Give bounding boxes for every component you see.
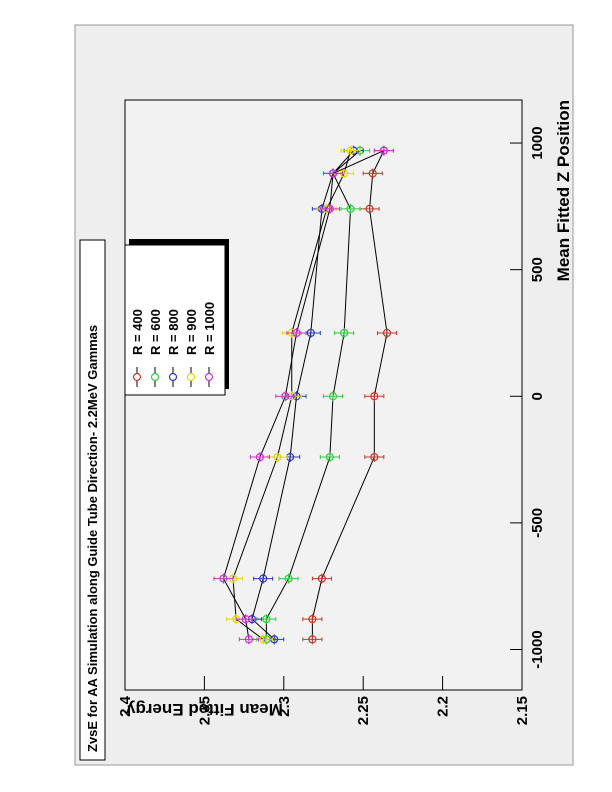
error-bar (364, 391, 385, 402)
data-point (325, 452, 334, 462)
error-bar (253, 573, 274, 584)
data-point (255, 452, 265, 462)
data-point (317, 574, 327, 583)
error-bar (256, 614, 277, 625)
error-bar (300, 327, 321, 338)
error-bar (278, 573, 299, 584)
x-tick-label: -1000 (529, 630, 546, 668)
error-bar (359, 203, 380, 214)
data-point (340, 328, 349, 338)
data-point (370, 452, 379, 462)
legend-label: R = 600 (148, 309, 163, 355)
legend-marker (186, 372, 196, 382)
error-bar (323, 168, 344, 179)
legend-label: R = 400 (130, 309, 145, 355)
data-point (346, 146, 355, 155)
error-bar (280, 452, 301, 463)
error-bar (376, 327, 398, 338)
data-point (259, 574, 268, 583)
y-tick-label: 2.2 (435, 696, 452, 717)
error-bar (319, 203, 340, 214)
data-point (368, 169, 377, 178)
error-bar (364, 452, 385, 463)
legend-marker (204, 372, 214, 382)
error-bar (362, 168, 383, 179)
error-bar (249, 452, 271, 463)
data-point (244, 635, 253, 644)
error-bar (334, 168, 355, 179)
y-tick-label: 2.3 (276, 696, 293, 717)
error-bar (264, 634, 285, 645)
y-tick-label: 2.35 (196, 696, 213, 725)
error-bar (267, 452, 288, 463)
data-point (382, 328, 392, 338)
data-point (281, 392, 290, 401)
data-point (241, 614, 250, 624)
data-point (259, 635, 268, 644)
data-point (365, 204, 374, 213)
data-point (219, 574, 228, 583)
data-point (262, 614, 271, 624)
data-point (284, 574, 293, 583)
legend-label: R = 900 (184, 309, 199, 355)
x-tick-label: 1000 (529, 126, 546, 159)
data-point (328, 169, 338, 178)
title-box (79, 239, 106, 761)
data-point (325, 204, 334, 213)
legend-box (124, 244, 226, 396)
error-bar (373, 145, 394, 156)
error-bar (302, 614, 323, 625)
x-axis-title: Mean Fitted Z Position (554, 100, 573, 281)
legend-label: R = 1000 (202, 302, 217, 355)
y-tick-label: 2.15 (514, 696, 531, 725)
error-bar (238, 634, 259, 645)
data-point (273, 452, 282, 462)
error-bar (302, 634, 323, 645)
error-bar (311, 573, 332, 584)
x-tick-label: 500 (529, 257, 546, 282)
y-tick-label: 2.4 (117, 695, 134, 717)
data-point (308, 614, 317, 624)
error-bar (340, 145, 361, 156)
x-tick-label: -500 (529, 508, 546, 538)
error-bar (319, 452, 340, 463)
data-point (306, 328, 315, 338)
y-axis-title: Mean Fitted Energy (125, 700, 282, 719)
data-point (379, 146, 388, 155)
error-bar (213, 573, 234, 584)
error-bar (275, 391, 296, 402)
legend-marker (168, 372, 178, 382)
data-point (370, 392, 379, 401)
data-point (328, 392, 338, 401)
error-bar (323, 391, 344, 402)
error-bar (286, 327, 307, 338)
error-bar (334, 327, 355, 338)
y-tick-label: 2.25 (355, 696, 372, 725)
legend-marker (150, 372, 160, 382)
rotated-chart: ZvsE for AA Simulation along Guide Tube … (74, 24, 574, 766)
error-bar (253, 634, 274, 645)
error-bar (340, 203, 361, 214)
legend-label: R = 800 (166, 309, 181, 355)
x-tick-label: 0 (529, 392, 546, 400)
data-point (308, 635, 317, 644)
legend-marker (132, 372, 142, 382)
data-point (346, 204, 355, 213)
error-bar (235, 614, 256, 625)
chart-title: ZvsE for AA Simulation along Guide Tube … (85, 325, 100, 752)
data-point (292, 328, 301, 338)
